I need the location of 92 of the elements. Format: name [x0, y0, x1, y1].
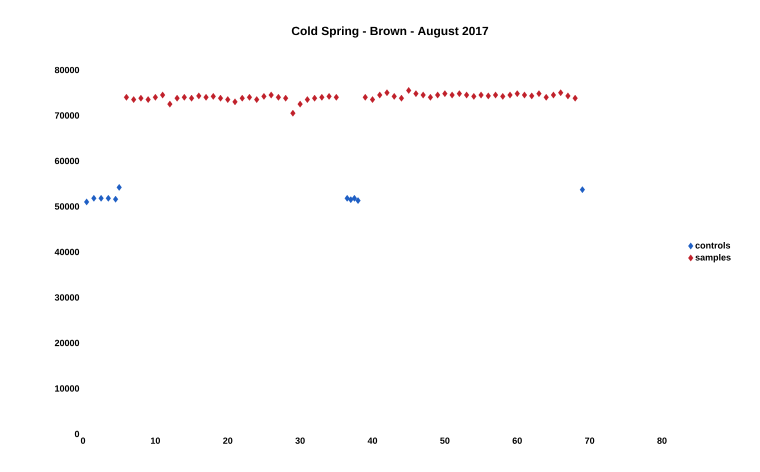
point: [124, 94, 130, 101]
point: [334, 94, 339, 101]
x-tick-label: 20: [223, 438, 232, 444]
point: [420, 92, 426, 98]
x-tick-label: 50: [440, 438, 450, 444]
y-tick-label: 0: [74, 430, 80, 438]
point: [492, 92, 498, 98]
point: [283, 94, 288, 102]
point: [544, 94, 549, 101]
point: [254, 96, 260, 103]
point: [398, 94, 404, 102]
point: [413, 90, 419, 98]
point: [91, 194, 96, 202]
point: [442, 90, 448, 98]
point: [550, 92, 556, 98]
point: [138, 94, 144, 102]
point: [240, 94, 245, 102]
point: [471, 92, 476, 100]
point: [290, 110, 296, 117]
y-tick-label: 60000: [54, 158, 80, 164]
point: [565, 92, 571, 100]
point: [406, 87, 412, 94]
point: [352, 194, 357, 202]
point: [167, 100, 172, 108]
point: [112, 196, 118, 203]
point: [84, 198, 90, 206]
point: [580, 186, 585, 194]
point: [464, 92, 470, 98]
point: [196, 92, 202, 100]
point: [116, 184, 122, 191]
point: [450, 92, 455, 98]
point: [456, 90, 462, 98]
x-tick-label: 0: [80, 438, 86, 444]
point: [392, 92, 397, 100]
point: [428, 94, 433, 101]
point: [348, 196, 354, 204]
point: [160, 92, 166, 98]
point: [174, 94, 180, 102]
x-tick-label: 10: [150, 438, 160, 444]
legend-label: samples: [695, 254, 731, 262]
x-tick-label: 30: [295, 438, 305, 444]
x-tick-label: 80: [657, 438, 667, 444]
point: [507, 92, 513, 98]
point: [188, 94, 194, 102]
point: [261, 92, 267, 100]
point: [558, 89, 564, 96]
point: [152, 94, 158, 101]
point: [370, 96, 376, 103]
point: [514, 90, 520, 98]
point: [246, 94, 252, 101]
point: [182, 94, 187, 101]
y-tick-label: 30000: [54, 294, 80, 301]
point: [218, 94, 224, 102]
point: [572, 94, 578, 102]
point: [536, 90, 542, 98]
point: [268, 92, 274, 98]
x-tick-label: 70: [585, 438, 594, 444]
point: [344, 194, 350, 202]
point: [276, 94, 282, 101]
point: [529, 92, 534, 100]
point: [319, 94, 324, 101]
x-tick-label: 40: [368, 438, 378, 444]
point: [210, 92, 216, 100]
point: [486, 92, 491, 100]
y-tick-label: 10000: [55, 385, 80, 392]
point: [377, 92, 382, 98]
chart-title: Cold Spring - Brown - August 2017: [292, 26, 488, 38]
point: [225, 96, 230, 103]
point: [232, 98, 238, 106]
point: [203, 94, 209, 101]
point: [500, 92, 506, 100]
point: [131, 96, 136, 103]
x-tick-label: 60: [512, 438, 522, 444]
point: [326, 92, 332, 100]
point: [298, 100, 303, 108]
legend-label: controls: [695, 242, 730, 249]
point: [146, 96, 151, 103]
point: [304, 96, 310, 103]
y-tick-label: 80000: [54, 66, 80, 74]
y-tick-label: 40000: [54, 248, 80, 256]
y-tick-label: 20000: [54, 340, 80, 346]
point: [106, 194, 111, 202]
point: [355, 197, 361, 204]
point: [522, 92, 528, 98]
point: [362, 94, 368, 101]
point: [98, 194, 104, 202]
point: [478, 92, 484, 98]
point: [312, 94, 318, 102]
point: [384, 89, 390, 96]
y-tick-label: 70000: [54, 112, 80, 119]
point: [435, 92, 440, 98]
y-tick-label: 50000: [54, 203, 80, 210]
